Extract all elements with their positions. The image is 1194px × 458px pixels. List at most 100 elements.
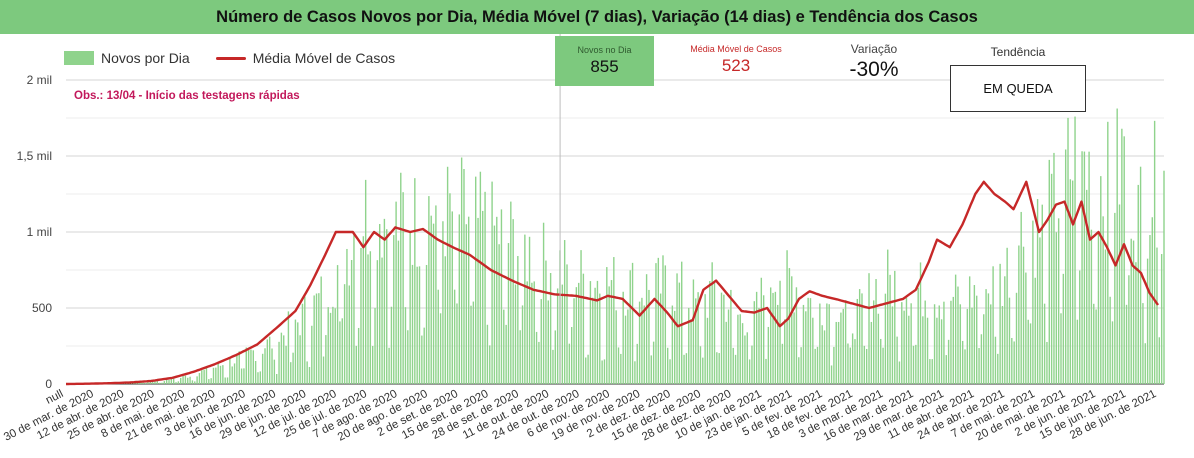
daily-bar [711, 262, 713, 384]
daily-bar [669, 359, 671, 384]
daily-bar [540, 299, 542, 384]
daily-bar [671, 305, 674, 384]
daily-bar [1109, 296, 1111, 384]
daily-bar [983, 314, 985, 384]
daily-bar [908, 315, 910, 384]
daily-bar [931, 359, 933, 384]
card-media-movel: Média Móvel de Casos 523 [680, 44, 792, 76]
daily-bar [795, 287, 798, 384]
daily-bar [402, 192, 404, 384]
daily-bar [308, 367, 311, 384]
daily-bar [397, 240, 400, 384]
daily-bar [479, 171, 482, 384]
daily-bar [634, 361, 636, 384]
daily-bar [512, 219, 514, 384]
daily-bar [774, 291, 777, 384]
daily-bar [760, 277, 763, 384]
daily-bar [381, 257, 383, 384]
daily-bar [751, 345, 753, 384]
daily-bar [439, 313, 442, 384]
daily-bar [741, 323, 744, 384]
daily-bar [664, 265, 667, 384]
daily-bar [720, 292, 723, 384]
daily-bar [1041, 204, 1043, 384]
daily-bar [182, 375, 184, 384]
daily-bar [367, 254, 369, 384]
daily-bar [306, 361, 308, 384]
daily-bar [1001, 306, 1004, 384]
daily-bar [599, 293, 601, 384]
daily-bar [460, 157, 463, 384]
card-tendencia-label: Tendência [990, 45, 1046, 59]
daily-bar [217, 361, 219, 384]
daily-bar [449, 193, 451, 384]
daily-bar [798, 357, 800, 384]
daily-bar [652, 341, 655, 384]
daily-bar [423, 327, 425, 384]
daily-bar [437, 289, 439, 384]
daily-bar [238, 351, 240, 384]
daily-bar [519, 330, 521, 384]
daily-bar [620, 353, 622, 384]
daily-bar [161, 382, 163, 384]
daily-bar [847, 343, 849, 384]
daily-bar [777, 304, 779, 384]
daily-bar [833, 346, 835, 384]
daily-bar [250, 349, 252, 384]
daily-bar [1093, 303, 1095, 384]
legend-line-swatch [215, 56, 246, 60]
daily-bar [819, 303, 821, 384]
daily-bar [901, 302, 903, 384]
daily-bar [369, 251, 372, 384]
daily-bar [341, 318, 343, 384]
daily-bar [1158, 337, 1161, 384]
daily-bar [1083, 151, 1086, 384]
daily-bar [835, 321, 837, 384]
daily-bar [606, 267, 608, 384]
daily-bar [674, 310, 676, 384]
daily-bar [554, 330, 556, 384]
daily-bar [154, 381, 156, 384]
daily-bar [442, 221, 444, 384]
daily-bar [489, 345, 491, 384]
daily-bar [627, 309, 629, 384]
daily-bar [896, 336, 898, 384]
daily-bar [259, 371, 262, 384]
daily-bar [592, 297, 594, 384]
daily-bar [613, 257, 615, 384]
daily-bar [697, 292, 699, 384]
daily-bar [343, 284, 346, 384]
daily-bar [222, 365, 224, 384]
daily-bar [1135, 262, 1137, 384]
daily-bar [976, 295, 978, 384]
daily-bar [884, 293, 887, 384]
daily-bar [304, 296, 306, 384]
moving-average-line [66, 180, 1159, 386]
daily-bar [430, 215, 432, 384]
daily-bar [247, 348, 250, 384]
daily-bar [718, 353, 720, 384]
daily-bar [699, 346, 702, 384]
daily-bar [280, 332, 283, 384]
daily-bar [973, 285, 976, 384]
daily-bar [414, 178, 416, 384]
daily-bar [636, 343, 638, 384]
daily-bar [681, 261, 683, 384]
daily-bar [320, 276, 322, 384]
daily-bar [322, 356, 325, 384]
daily-bar [491, 181, 493, 384]
daily-bar [334, 308, 336, 384]
daily-bar [299, 335, 301, 384]
daily-bar [1006, 247, 1008, 384]
daily-bar [556, 288, 559, 384]
daily-bar [526, 281, 528, 384]
y-tick-label: 0 [45, 377, 52, 391]
daily-bar [903, 310, 905, 384]
daily-bar [1064, 149, 1067, 384]
daily-bar [997, 353, 999, 384]
daily-bar [151, 381, 154, 384]
daily-bar [165, 378, 168, 384]
daily-bar [1116, 108, 1118, 384]
daily-bar [226, 377, 229, 384]
